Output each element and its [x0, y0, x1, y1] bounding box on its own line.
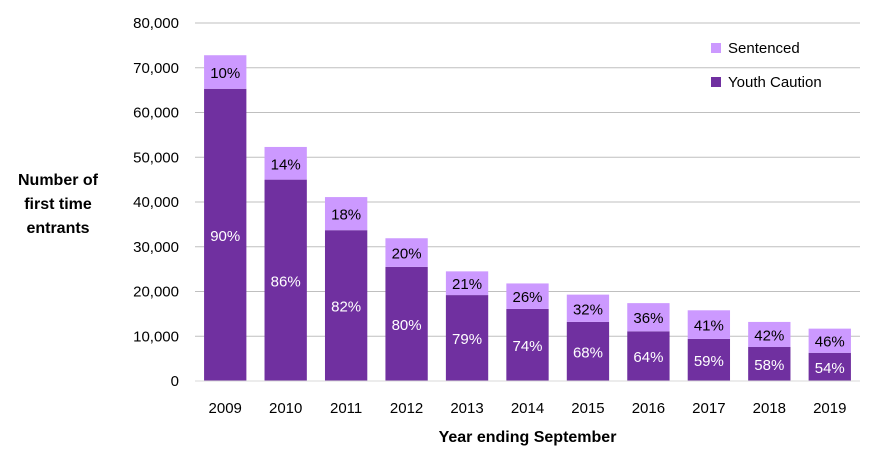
bar-youth-caution-2009	[204, 88, 247, 381]
bar-youth-caution-2010	[264, 179, 307, 381]
data-label-sentenced: 36%	[633, 310, 663, 327]
data-label-sentenced: 41%	[694, 318, 724, 335]
data-label-sentenced: 26%	[512, 289, 542, 306]
data-label-sentenced: 20%	[392, 246, 422, 263]
data-label-youth-caution: 74%	[512, 338, 542, 355]
bar-sentenced-2015	[566, 294, 610, 322]
bar-sentenced-2010	[264, 146, 307, 180]
bar-sentenced-2014	[506, 283, 549, 309]
x-tick-label: 2016	[632, 400, 665, 417]
x-tick-label: 2011	[330, 400, 362, 417]
bar-youth-caution-2012	[385, 266, 428, 381]
data-label-sentenced: 21%	[452, 276, 482, 293]
y-tick-label: 80,000	[133, 15, 179, 32]
x-tick-label: 2013	[450, 400, 483, 417]
bar-youth-caution-2011	[324, 230, 368, 381]
data-label-youth-caution: 90%	[210, 228, 240, 245]
y-tick-label: 60,000	[133, 105, 179, 122]
x-tick-label: 2019	[813, 400, 846, 417]
data-label-youth-caution: 82%	[331, 299, 361, 316]
x-tick-label: 2009	[209, 400, 242, 417]
bar-sentenced-2018	[748, 321, 791, 347]
data-label-youth-caution: 80%	[392, 317, 422, 334]
y-tick-label: 30,000	[133, 239, 179, 256]
y-tick-label: 50,000	[133, 149, 179, 166]
legend-swatch-youth-caution	[711, 77, 721, 87]
x-tick-label: 2014	[511, 400, 544, 417]
data-label-sentenced: 10%	[210, 65, 240, 82]
legend-label: Sentenced	[728, 40, 800, 57]
bar-youth-caution-2014	[506, 308, 549, 381]
bar-sentenced-2019	[808, 328, 851, 353]
bar-youth-caution-2019	[808, 352, 851, 381]
data-label-youth-caution: 58%	[754, 357, 784, 374]
data-label-youth-caution: 64%	[633, 349, 663, 366]
x-tick-label: 2015	[571, 400, 604, 417]
y-tick-label: 70,000	[133, 60, 179, 77]
bar-youth-caution-2016	[627, 331, 670, 381]
bar-sentenced-2011	[324, 197, 368, 231]
legend-label: Youth Caution	[728, 74, 822, 91]
data-label-youth-caution: 86%	[271, 273, 301, 290]
data-label-youth-caution: 68%	[573, 344, 603, 361]
y-axis-title-line: Number of	[18, 172, 99, 189]
x-axis-title: Year ending September	[439, 429, 617, 446]
bar-youth-caution-2018	[748, 346, 791, 381]
y-tick-label: 40,000	[133, 194, 179, 211]
data-label-sentenced: 32%	[573, 301, 603, 318]
bar-sentenced-2012	[385, 238, 428, 267]
data-label-sentenced: 18%	[331, 207, 361, 224]
y-tick-label: 10,000	[133, 328, 179, 345]
legend-swatch-sentenced	[711, 43, 721, 53]
data-label-sentenced: 42%	[754, 327, 784, 344]
y-axis-title-line: first time	[24, 196, 92, 213]
data-label-sentenced: 46%	[815, 334, 845, 351]
data-label-sentenced: 14%	[271, 156, 301, 173]
x-tick-label: 2018	[753, 400, 786, 417]
bar-youth-caution-2017	[687, 338, 731, 381]
y-axis-title-line: entrants	[26, 220, 89, 237]
bar-youth-caution-2013	[445, 295, 489, 381]
y-tick-label: 0	[171, 373, 179, 390]
x-tick-label: 2010	[269, 400, 302, 417]
data-label-youth-caution: 59%	[694, 353, 724, 370]
bar-youth-caution-2015	[566, 321, 610, 381]
data-label-youth-caution: 54%	[815, 360, 845, 377]
bar-sentenced-2013	[445, 271, 489, 296]
x-tick-label: 2012	[390, 400, 423, 417]
x-tick-label: 2017	[692, 400, 725, 417]
bar-sentenced-2009	[204, 55, 247, 89]
bar-sentenced-2017	[687, 310, 731, 339]
bar-sentenced-2016	[627, 303, 670, 332]
y-tick-label: 20,000	[133, 284, 179, 301]
data-label-youth-caution: 79%	[452, 331, 482, 348]
